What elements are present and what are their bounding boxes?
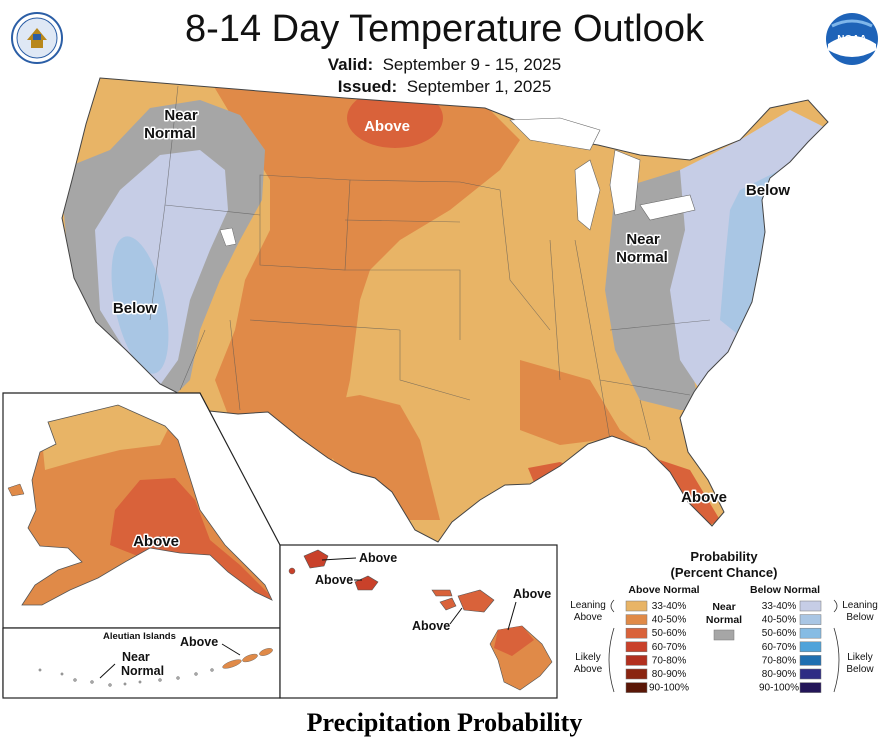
below-swatch-3 bbox=[799, 627, 822, 639]
hawaii-above-2: Above bbox=[315, 573, 353, 587]
hawaii-inset: Above Above Above Above bbox=[279, 544, 558, 699]
east-near-normal-line1: Near bbox=[626, 231, 660, 248]
brace-likely-above bbox=[608, 627, 615, 693]
below-swatch-1 bbox=[799, 600, 822, 612]
state-borders bbox=[149, 85, 711, 441]
below-swatch-5 bbox=[799, 655, 822, 666]
above-range-6: 80-90% bbox=[652, 669, 687, 680]
below-range-7: 90-100% bbox=[759, 683, 799, 694]
aleutian-near-line1: Near bbox=[122, 650, 150, 664]
valid-dates: Valid: September 9 - 15, 2025 bbox=[0, 55, 889, 75]
above-range-7: 90-100% bbox=[649, 683, 689, 694]
below-range-3: 50-60% bbox=[762, 628, 797, 639]
above-range-4: 60-70% bbox=[652, 642, 687, 653]
legend-likely-below-2: Below bbox=[846, 664, 874, 675]
legend-above-header: Above Normal bbox=[628, 584, 699, 596]
east-near-normal-line2: Normal bbox=[616, 249, 668, 266]
aleutian-title: Aleutian Islands bbox=[103, 631, 176, 642]
above-swatch-3 bbox=[625, 627, 648, 639]
legend-likely-above-1: Likely bbox=[575, 652, 601, 663]
page-title: 8-14 Day Temperature Outlook bbox=[185, 8, 704, 50]
valid-value: September 9 - 15, 2025 bbox=[382, 55, 562, 74]
legend-leaning-above-1: Leaning bbox=[570, 600, 606, 611]
above-range-3: 50-60% bbox=[652, 628, 687, 639]
above-swatch-6 bbox=[625, 668, 648, 680]
florida-above-label: Above bbox=[681, 489, 727, 506]
near-normal-swatch bbox=[713, 629, 735, 641]
below-swatch-7 bbox=[799, 682, 822, 693]
valid-label: Valid: bbox=[327, 55, 374, 74]
nw-near-normal-line2: Normal bbox=[144, 125, 196, 142]
legend-leaning-below-2: Below bbox=[846, 612, 874, 623]
ne-below-label: Below bbox=[746, 182, 791, 199]
legend-likely-below-1: Likely bbox=[847, 652, 873, 663]
issued-label: Issued: bbox=[337, 77, 398, 96]
below-range-6: 80-90% bbox=[762, 669, 797, 680]
below-range-5: 70-80% bbox=[762, 655, 797, 666]
below-range-1: 33-40% bbox=[762, 601, 797, 612]
footer-caption: Precipitation Probability bbox=[306, 708, 583, 737]
legend-title-line2: (Percent Chance) bbox=[671, 565, 778, 580]
above-swatch-2 bbox=[625, 614, 648, 625]
above-range-2: 40-50% bbox=[652, 615, 687, 626]
below-swatch-2 bbox=[799, 614, 822, 625]
above-range-5: 70-80% bbox=[652, 655, 687, 666]
above-swatches: 33-40% 40-50% 50-60% 60-70% 70-80% 80-90% 90-1… bbox=[625, 600, 689, 694]
aleutian-near-line2: Normal bbox=[121, 664, 164, 678]
aleutian-inset: Aleutian Islands Above Near Normal bbox=[2, 627, 281, 699]
great-lakes bbox=[509, 117, 696, 231]
hawaii-above-3: Above bbox=[513, 587, 551, 601]
noaa-logo-icon: NOAA bbox=[826, 13, 878, 65]
legend-likely-above-2: Above bbox=[574, 664, 603, 675]
brace-likely-below bbox=[833, 627, 840, 693]
alaska-above-label: Above bbox=[133, 533, 179, 550]
brace-leaning-above bbox=[610, 599, 615, 613]
hawaii-above-4: Above bbox=[412, 619, 450, 633]
issued-date: Issued: September 1, 2025 bbox=[0, 77, 889, 97]
hawaii-above-1: Above bbox=[359, 551, 397, 565]
great-salt-lake bbox=[219, 227, 237, 247]
aleutian-above-label: Above bbox=[180, 635, 218, 649]
above-swatch-4 bbox=[625, 641, 648, 653]
legend-near-line1: Near bbox=[712, 601, 735, 613]
above-range-1: 33-40% bbox=[652, 601, 687, 612]
probability-legend: Probability (Percent Chance) Above Norma… bbox=[570, 549, 878, 694]
below-range-2: 40-50% bbox=[762, 615, 797, 626]
above-swatch-5 bbox=[625, 655, 648, 666]
legend-near-line2: Normal bbox=[706, 614, 742, 626]
below-swatch-4 bbox=[799, 641, 822, 653]
legend-leaning-below-1: Leaning bbox=[842, 600, 878, 611]
below-range-4: 60-70% bbox=[762, 642, 797, 653]
commerce-seal-icon bbox=[11, 12, 63, 64]
below-swatch-6 bbox=[799, 668, 822, 680]
below-swatches: 33-40% 40-50% 50-60% 60-70% 70-80% 80-90% 90-1… bbox=[759, 600, 822, 694]
aleutian-islands bbox=[222, 648, 273, 669]
legend-title-line1: Probability bbox=[690, 549, 758, 564]
brace-leaning-below bbox=[833, 599, 838, 613]
above-swatch-1 bbox=[625, 600, 648, 612]
west-below-label: Below bbox=[113, 300, 158, 317]
north-above-label: Above bbox=[364, 118, 410, 135]
alaska-inset: Above bbox=[2, 392, 281, 697]
above-swatch-7 bbox=[625, 682, 648, 693]
nw-near-normal-line1: Near bbox=[164, 107, 198, 124]
legend-leaning-above-2: Above bbox=[574, 612, 603, 623]
noaa-text: NOAA bbox=[837, 34, 866, 45]
issued-value: September 1, 2025 bbox=[406, 77, 552, 96]
legend-below-header: Below Normal bbox=[750, 584, 820, 596]
